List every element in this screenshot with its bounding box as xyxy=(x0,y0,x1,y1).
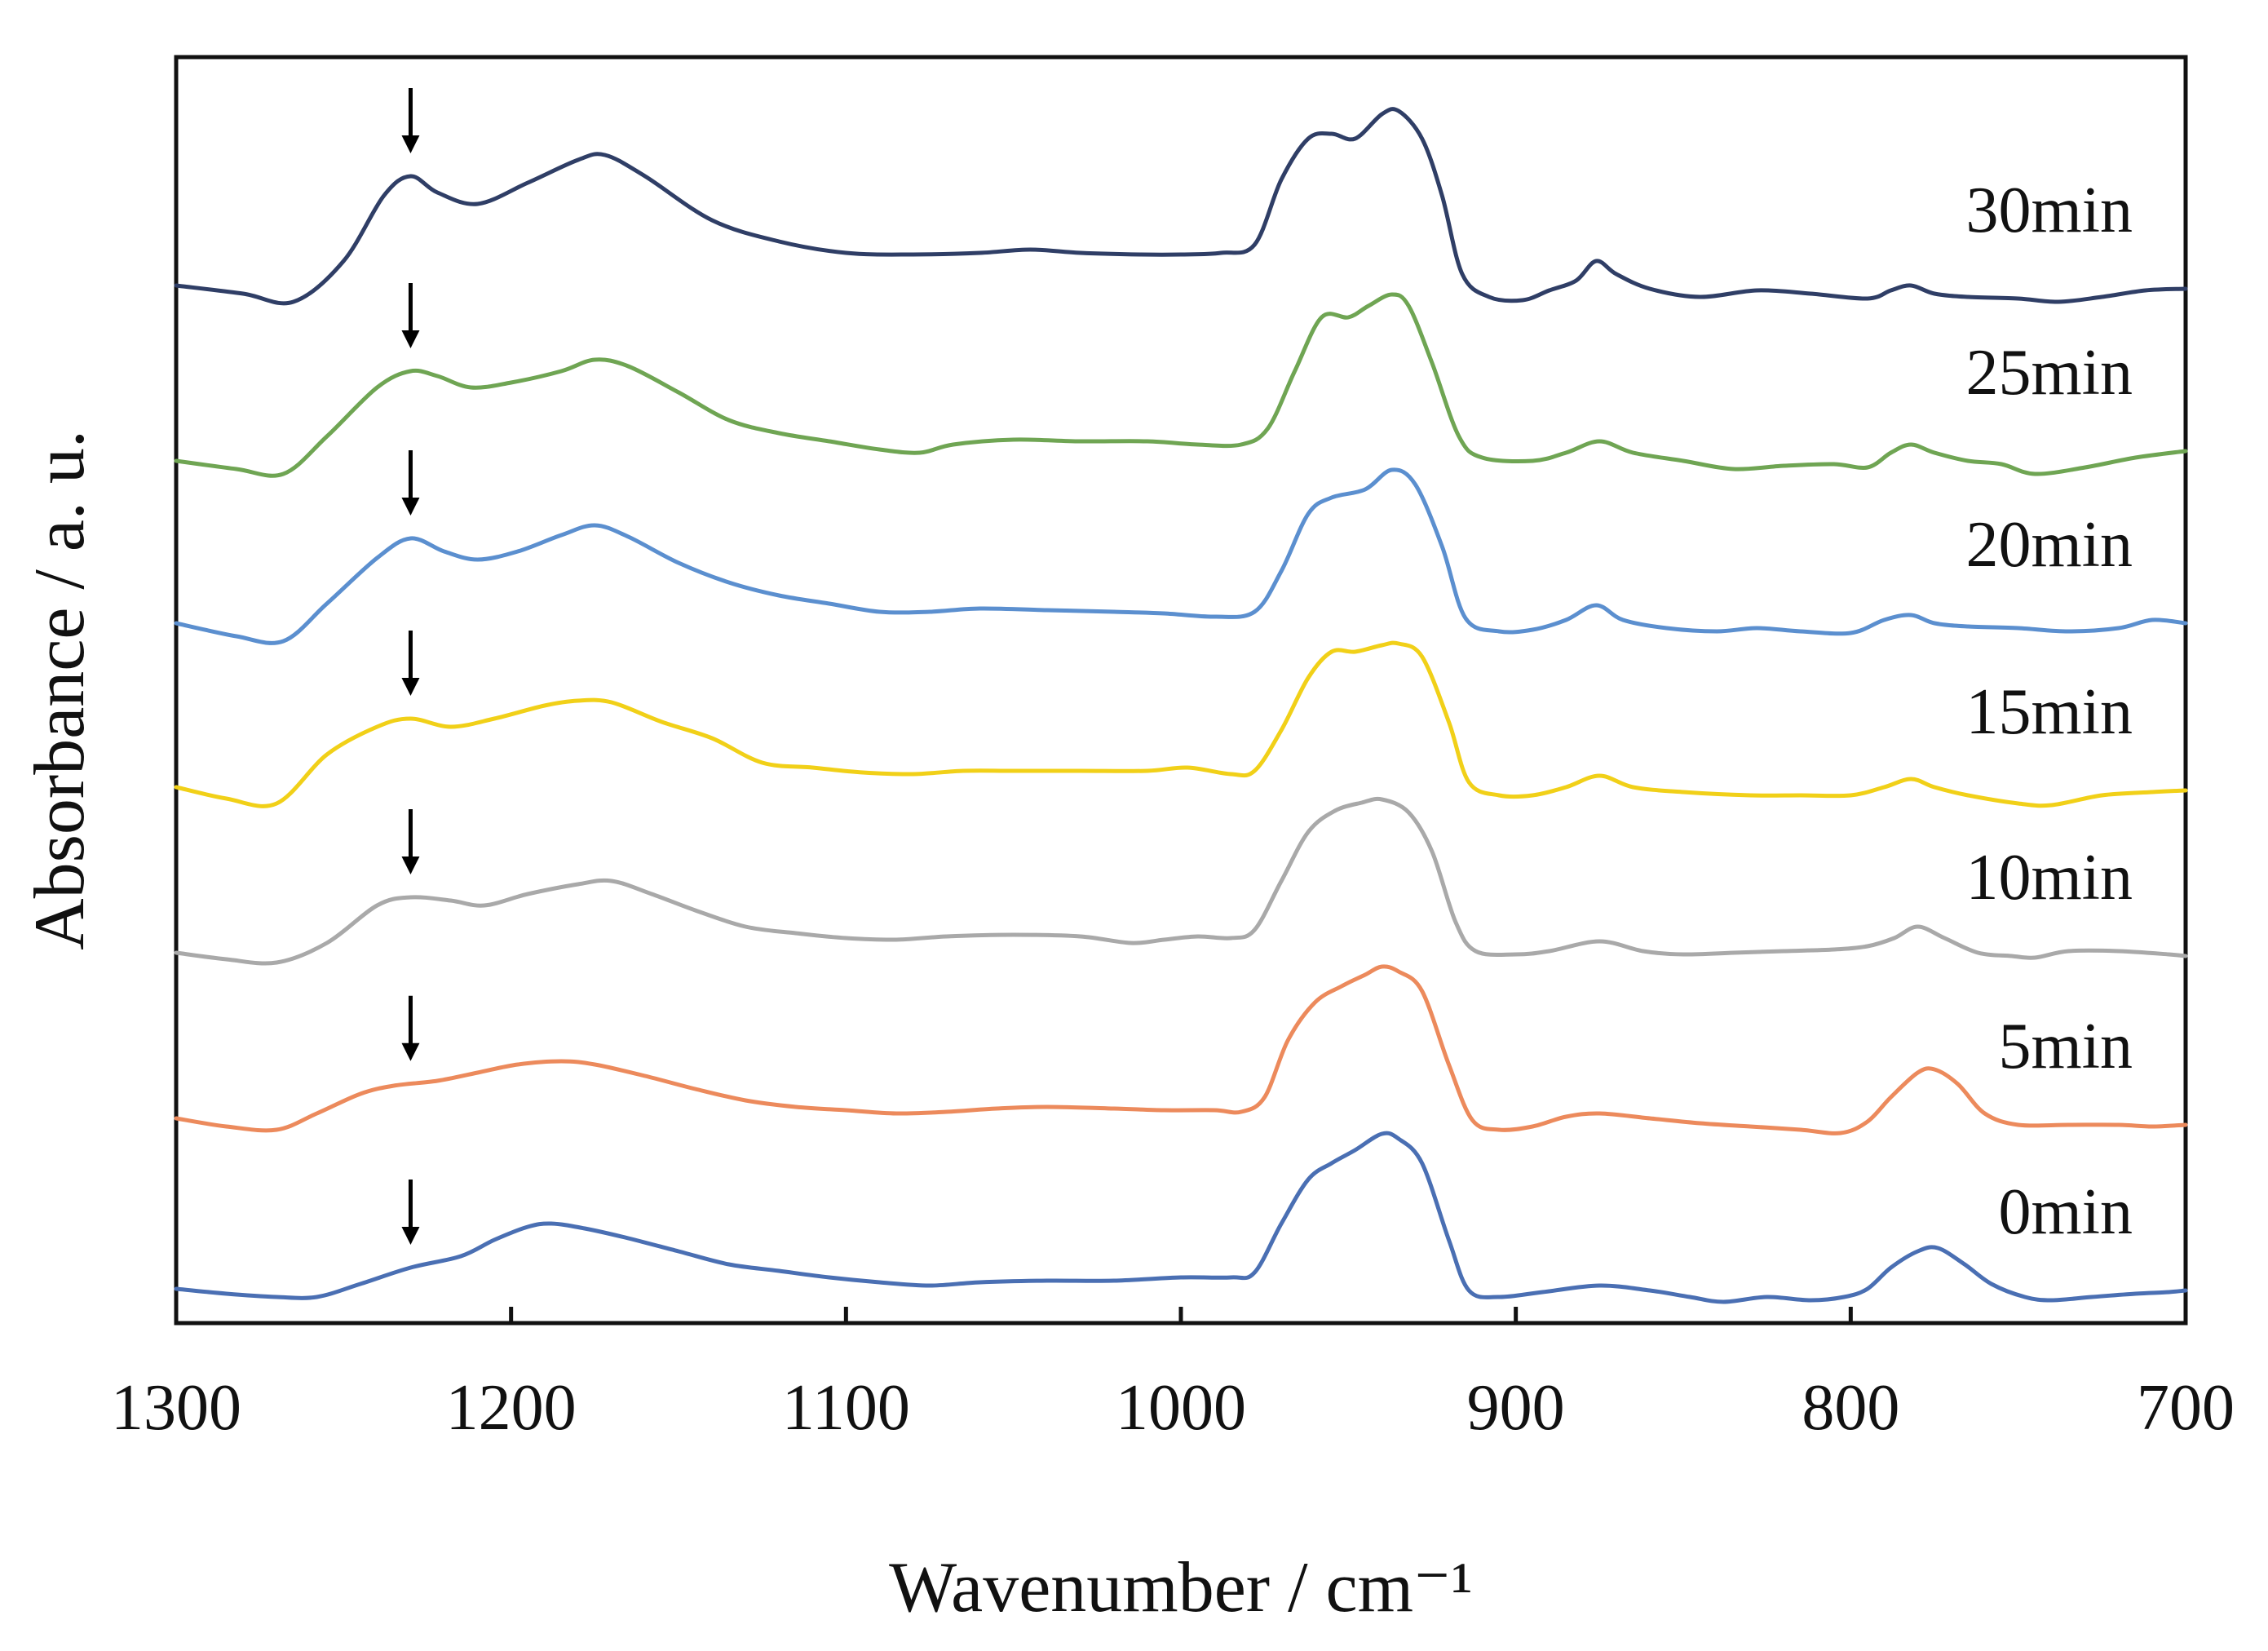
x-tick-label-700: 700 xyxy=(2137,1372,2235,1444)
spectrum-line-15min xyxy=(174,640,2188,808)
peak-arrow-markers xyxy=(401,88,420,1245)
arrow-marker-30min xyxy=(401,88,420,153)
spectrum-line-30min xyxy=(174,107,2188,306)
series-label-20min: 20min xyxy=(1966,509,2133,581)
x-tick-label-1000: 1000 xyxy=(1116,1372,1246,1444)
arrow-marker-10min xyxy=(401,809,420,874)
x-tick-label-800: 800 xyxy=(1802,1372,1899,1444)
arrow-marker-5min xyxy=(401,995,420,1061)
x-axis-ticks xyxy=(174,1307,2188,1323)
x-axis-title: Wavenumber / cm⁻¹ xyxy=(889,1548,1473,1627)
arrow-marker-20min xyxy=(401,450,420,516)
spectrum-line-5min xyxy=(174,964,2188,1135)
series-labels: 30min 25min 20min 15min 10min 5min 0min xyxy=(1966,175,2133,1248)
arrow-marker-25min xyxy=(401,283,420,348)
series-label-25min: 25min xyxy=(1966,337,2133,409)
arrow-marker-0min xyxy=(401,1180,420,1245)
spectrum-line-25min xyxy=(174,292,2188,478)
spectrum-line-10min xyxy=(174,796,2188,966)
x-axis-tick-labels: 1300 1200 1100 1000 900 800 700 xyxy=(111,1372,2235,1444)
series-label-10min: 10min xyxy=(1966,842,2133,914)
y-axis-title: Absorbance / a. u. xyxy=(20,430,99,950)
x-tick-label-900: 900 xyxy=(1467,1372,1565,1444)
spectra-traces xyxy=(174,107,2188,1304)
series-label-0min: 0min xyxy=(1999,1176,2133,1248)
x-tick-label-1100: 1100 xyxy=(782,1372,910,1444)
arrow-marker-15min xyxy=(401,631,420,696)
x-tick-label-1300: 1300 xyxy=(111,1372,241,1444)
plot-frame xyxy=(174,55,2188,1326)
series-label-30min: 30min xyxy=(1966,175,2133,246)
spectrum-line-20min xyxy=(174,467,2188,645)
x-tick-label-1200: 1200 xyxy=(446,1372,577,1444)
spectrum-line-0min xyxy=(174,1131,2188,1304)
series-label-5min: 5min xyxy=(1999,1011,2133,1082)
series-label-15min: 15min xyxy=(1966,676,2133,748)
